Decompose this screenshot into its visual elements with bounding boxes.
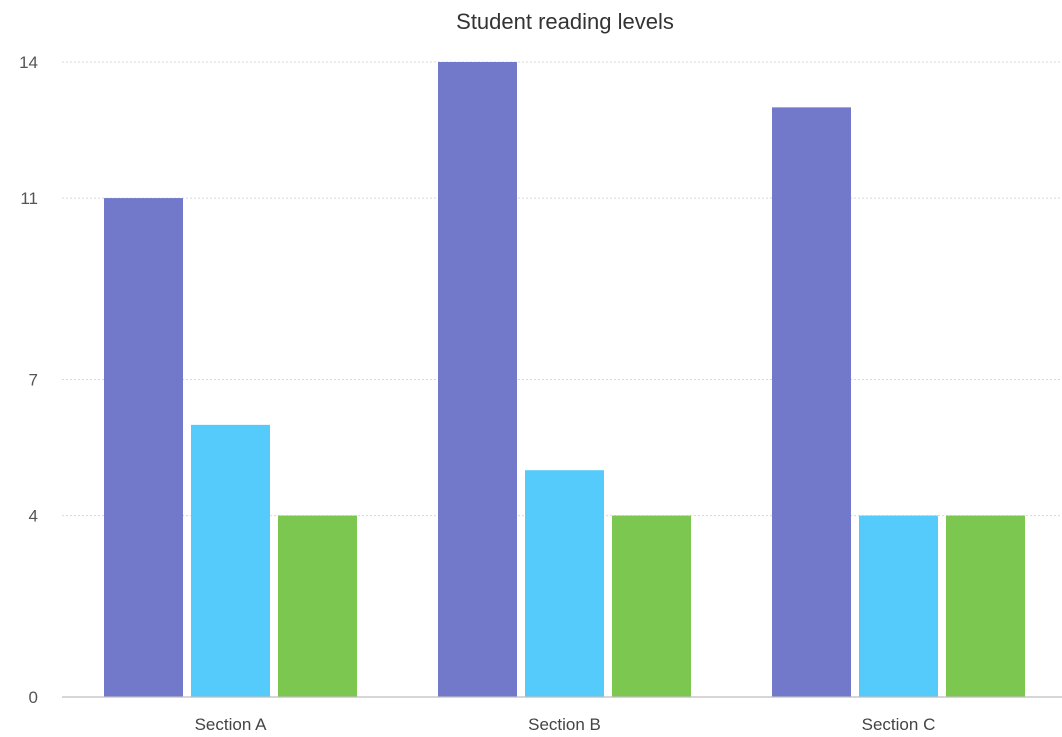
- x-axis-labels: Section A Section B Section C: [195, 715, 936, 734]
- chart-title: Student reading levels: [456, 9, 674, 34]
- x-category-label: Section B: [528, 715, 601, 734]
- y-tick-label: 11: [20, 189, 38, 208]
- y-tick-label: 14: [19, 53, 38, 72]
- y-axis-ticks: 0 4 7 11 14: [19, 53, 38, 707]
- bar-section-c-series-1: [772, 107, 851, 698]
- bar-section-b-series-3: [612, 515, 691, 697]
- bar-section-b-series-1: [438, 62, 517, 697]
- bars: [104, 62, 1025, 698]
- y-tick-label: 4: [29, 507, 38, 526]
- y-tick-label: 0: [29, 688, 38, 707]
- bar-section-c-series-3: [946, 515, 1025, 697]
- bar-section-a-series-3: [278, 515, 357, 697]
- bar-section-a-series-1: [104, 198, 183, 698]
- bar-section-a-series-2: [191, 424, 270, 697]
- x-category-label: Section C: [862, 715, 936, 734]
- y-tick-label: 7: [29, 371, 38, 390]
- bar-section-b-series-2: [525, 470, 604, 697]
- x-category-label: Section A: [195, 715, 267, 734]
- bar-section-c-series-2: [859, 515, 938, 697]
